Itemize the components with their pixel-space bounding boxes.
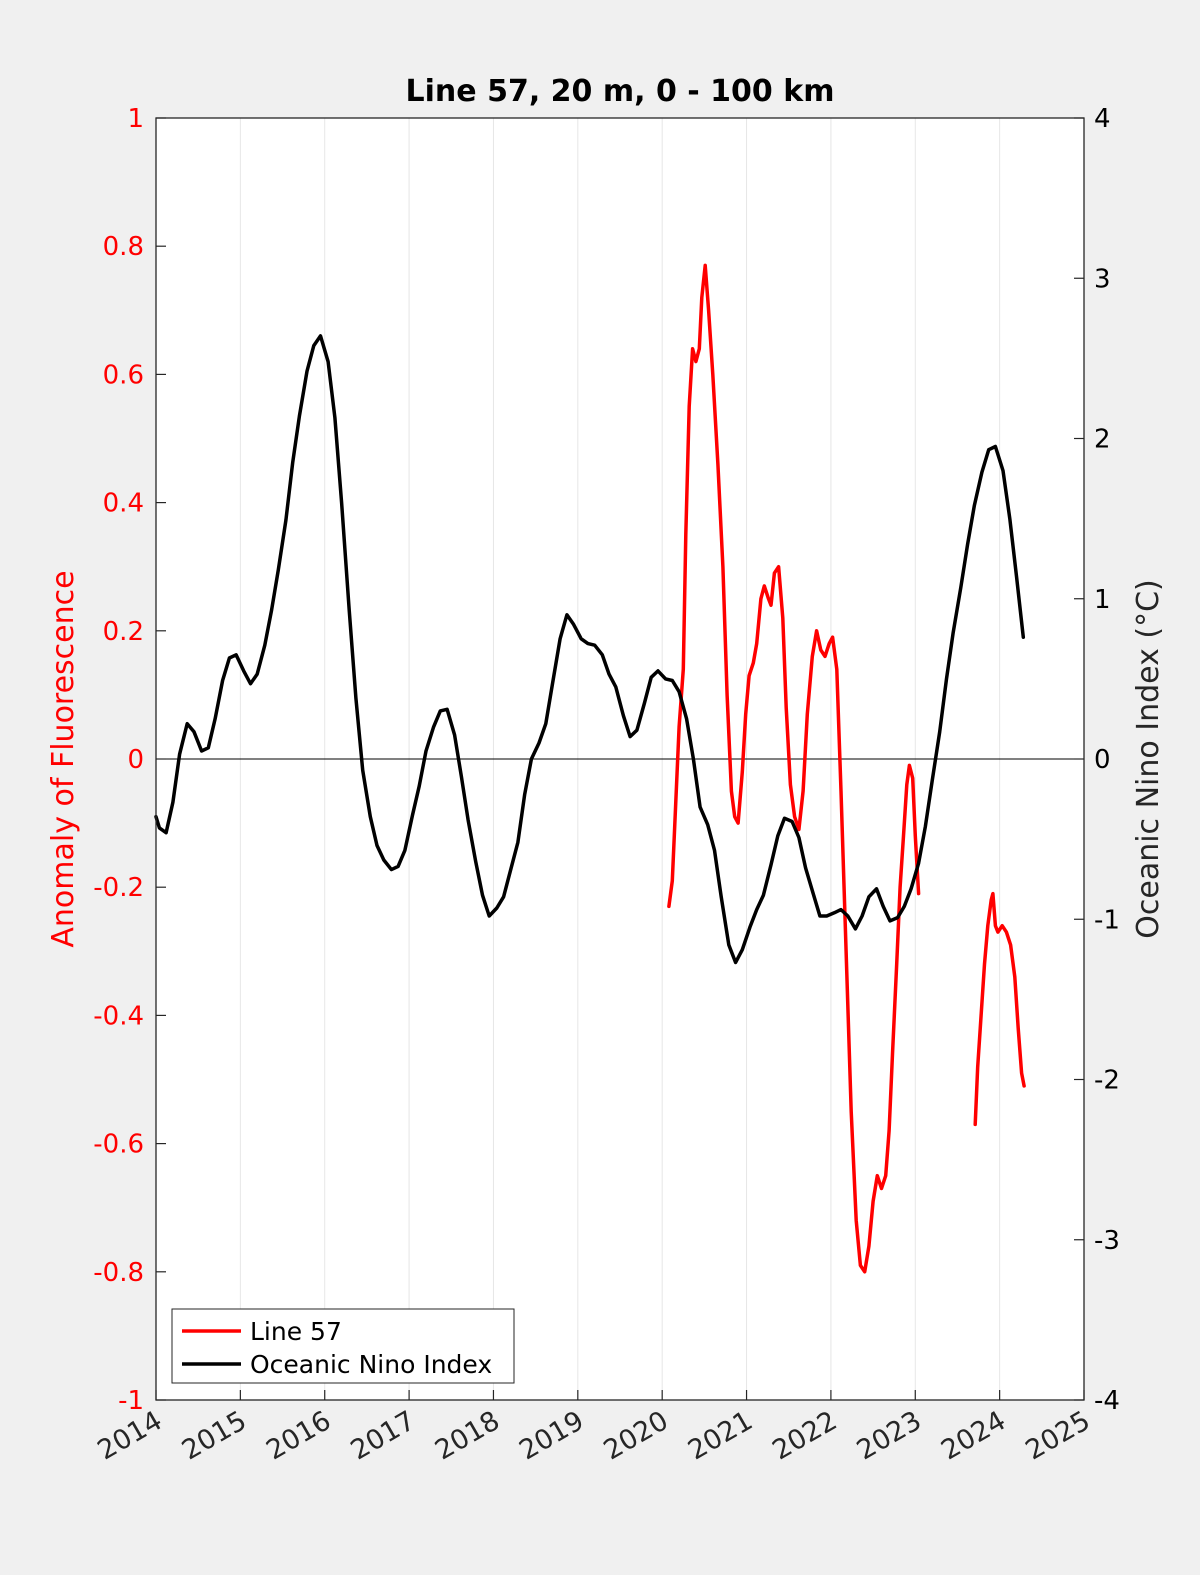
y-right-tick-label: 1	[1094, 585, 1111, 615]
y-left-tick-label: 0.6	[103, 360, 144, 390]
y-right-axis-label: Oceanic Nino Index (°C)	[1131, 579, 1166, 939]
series-line-line57-segment-2	[973, 891, 1026, 1127]
legend: Line 57 Oceanic Nino Index	[171, 1308, 515, 1384]
series-line-oni	[154, 334, 1026, 965]
y-left-tick-label: -0.6	[93, 1130, 144, 1160]
y-right-tick-label: 4	[1094, 104, 1111, 134]
y-right-tick-label: -4	[1094, 1386, 1120, 1416]
y-right-tick-label: -1	[1094, 905, 1120, 935]
y-left-tick-label: -0.2	[93, 873, 144, 903]
y-left-tick-label: -1	[118, 1386, 144, 1416]
legend-label-oni: Oceanic Nino Index	[250, 1350, 492, 1379]
y-right-tick-label: 3	[1094, 264, 1111, 294]
y-right-tick-label: 2	[1094, 425, 1111, 455]
y-right-tick-label: 0	[1094, 745, 1111, 775]
series-layer	[154, 263, 1026, 1274]
y-left-tick-label: 0	[127, 745, 144, 775]
y-left-tick-label: -0.4	[93, 1001, 144, 1031]
legend-box	[171, 1308, 515, 1384]
y-left-tick-label: -0.8	[93, 1258, 144, 1288]
y-left-tick-label: 1	[127, 104, 144, 134]
y-right-tick-label: -2	[1094, 1066, 1120, 1096]
y-left-tick-label: 0.8	[103, 232, 144, 262]
series-line-line57-segment-1	[667, 263, 921, 1274]
y-right-tick-label: -3	[1094, 1226, 1120, 1256]
chart-title: Line 57, 20 m, 0 - 100 km	[406, 74, 835, 109]
y-left-axis-label: Anomaly of Fluorescence	[46, 570, 81, 947]
y-left-tick-label: 0.4	[103, 489, 144, 519]
legend-label-line57: Line 57	[250, 1317, 342, 1346]
y-left-tick-label: 0.2	[103, 617, 144, 647]
